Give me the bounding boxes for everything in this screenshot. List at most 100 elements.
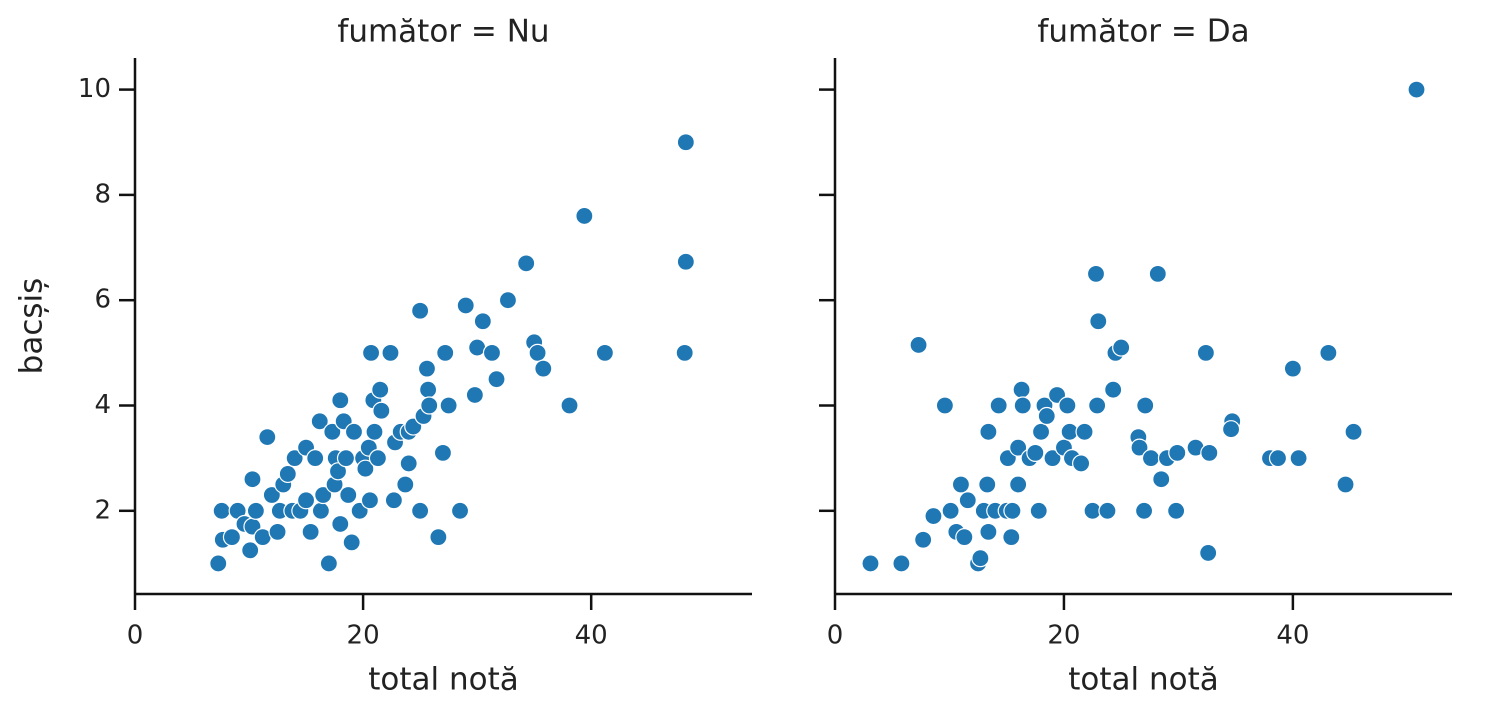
x-tick-label: 20 [1047,621,1080,651]
point [1009,475,1028,494]
point [560,396,579,415]
point [979,522,998,541]
point [892,554,911,573]
point [368,449,388,468]
point [958,491,977,510]
point [1058,396,1077,415]
point [319,554,338,573]
point [241,541,260,560]
point [436,343,455,362]
point [243,470,262,489]
point [1098,501,1117,520]
point [1112,338,1131,357]
x-tick-label: 0 [827,621,844,651]
point [361,343,381,362]
point [1029,501,1048,520]
point [914,530,933,549]
point [909,335,928,355]
y-axis-label: bacșiș [14,278,50,375]
point [498,291,518,310]
point [1037,406,1056,426]
point [1012,380,1031,399]
point [296,491,316,510]
x-tick-label: 40 [1276,621,1309,651]
y-tick-label: 4 [94,390,111,420]
point [314,485,333,505]
point [301,522,320,541]
point [311,501,330,520]
point [465,385,484,405]
point [675,343,694,362]
point [331,391,350,410]
point [342,533,361,552]
point [360,491,380,510]
point [1130,438,1149,457]
point [1148,264,1167,283]
point [356,459,375,478]
point [1088,396,1107,415]
point [924,506,943,526]
point [1003,501,1022,520]
point [339,485,358,505]
panel-title: fumător = Nu [337,14,549,50]
point [456,296,475,315]
point [258,427,277,447]
point [417,359,437,378]
point [1136,396,1155,415]
point [420,396,439,415]
point [1407,80,1426,99]
point [861,554,880,573]
point [384,491,403,510]
x-axis-label: total notă [368,662,519,698]
point [1344,422,1363,441]
point [528,343,547,362]
panel-title: fumător = Da [1037,14,1249,50]
point [1167,501,1186,520]
point [1268,449,1288,468]
point [941,501,960,520]
point [1002,528,1021,547]
point [411,501,430,520]
point [978,475,997,494]
point [212,501,231,520]
point [1168,443,1187,462]
point [1319,343,1338,362]
point [989,396,1008,415]
point [1141,449,1161,468]
y-tick-label: 8 [94,179,111,209]
point [951,475,971,494]
point [371,380,390,399]
point [971,549,990,568]
x-axis-label: total notă [1068,662,1219,698]
point [1043,449,1062,468]
point [396,475,415,494]
point [1152,470,1171,489]
point [676,252,695,271]
point [268,522,287,541]
point [222,528,242,547]
point [1289,449,1308,468]
point [1221,420,1241,439]
y-tick-label: 6 [94,285,111,315]
point [331,514,350,534]
point [419,380,438,399]
point [336,449,356,468]
point [1026,443,1045,462]
point [935,396,954,415]
point [1199,543,1218,563]
point [433,443,453,462]
point [365,422,384,441]
point [246,501,265,520]
x-tick-label: 0 [127,621,144,651]
point [328,462,348,481]
point [1072,454,1091,473]
point [1075,422,1094,441]
point [575,206,594,226]
point [411,301,430,320]
point [372,401,391,420]
y-tick-label: 10 [78,74,111,104]
point [1104,380,1123,399]
point [487,370,506,389]
